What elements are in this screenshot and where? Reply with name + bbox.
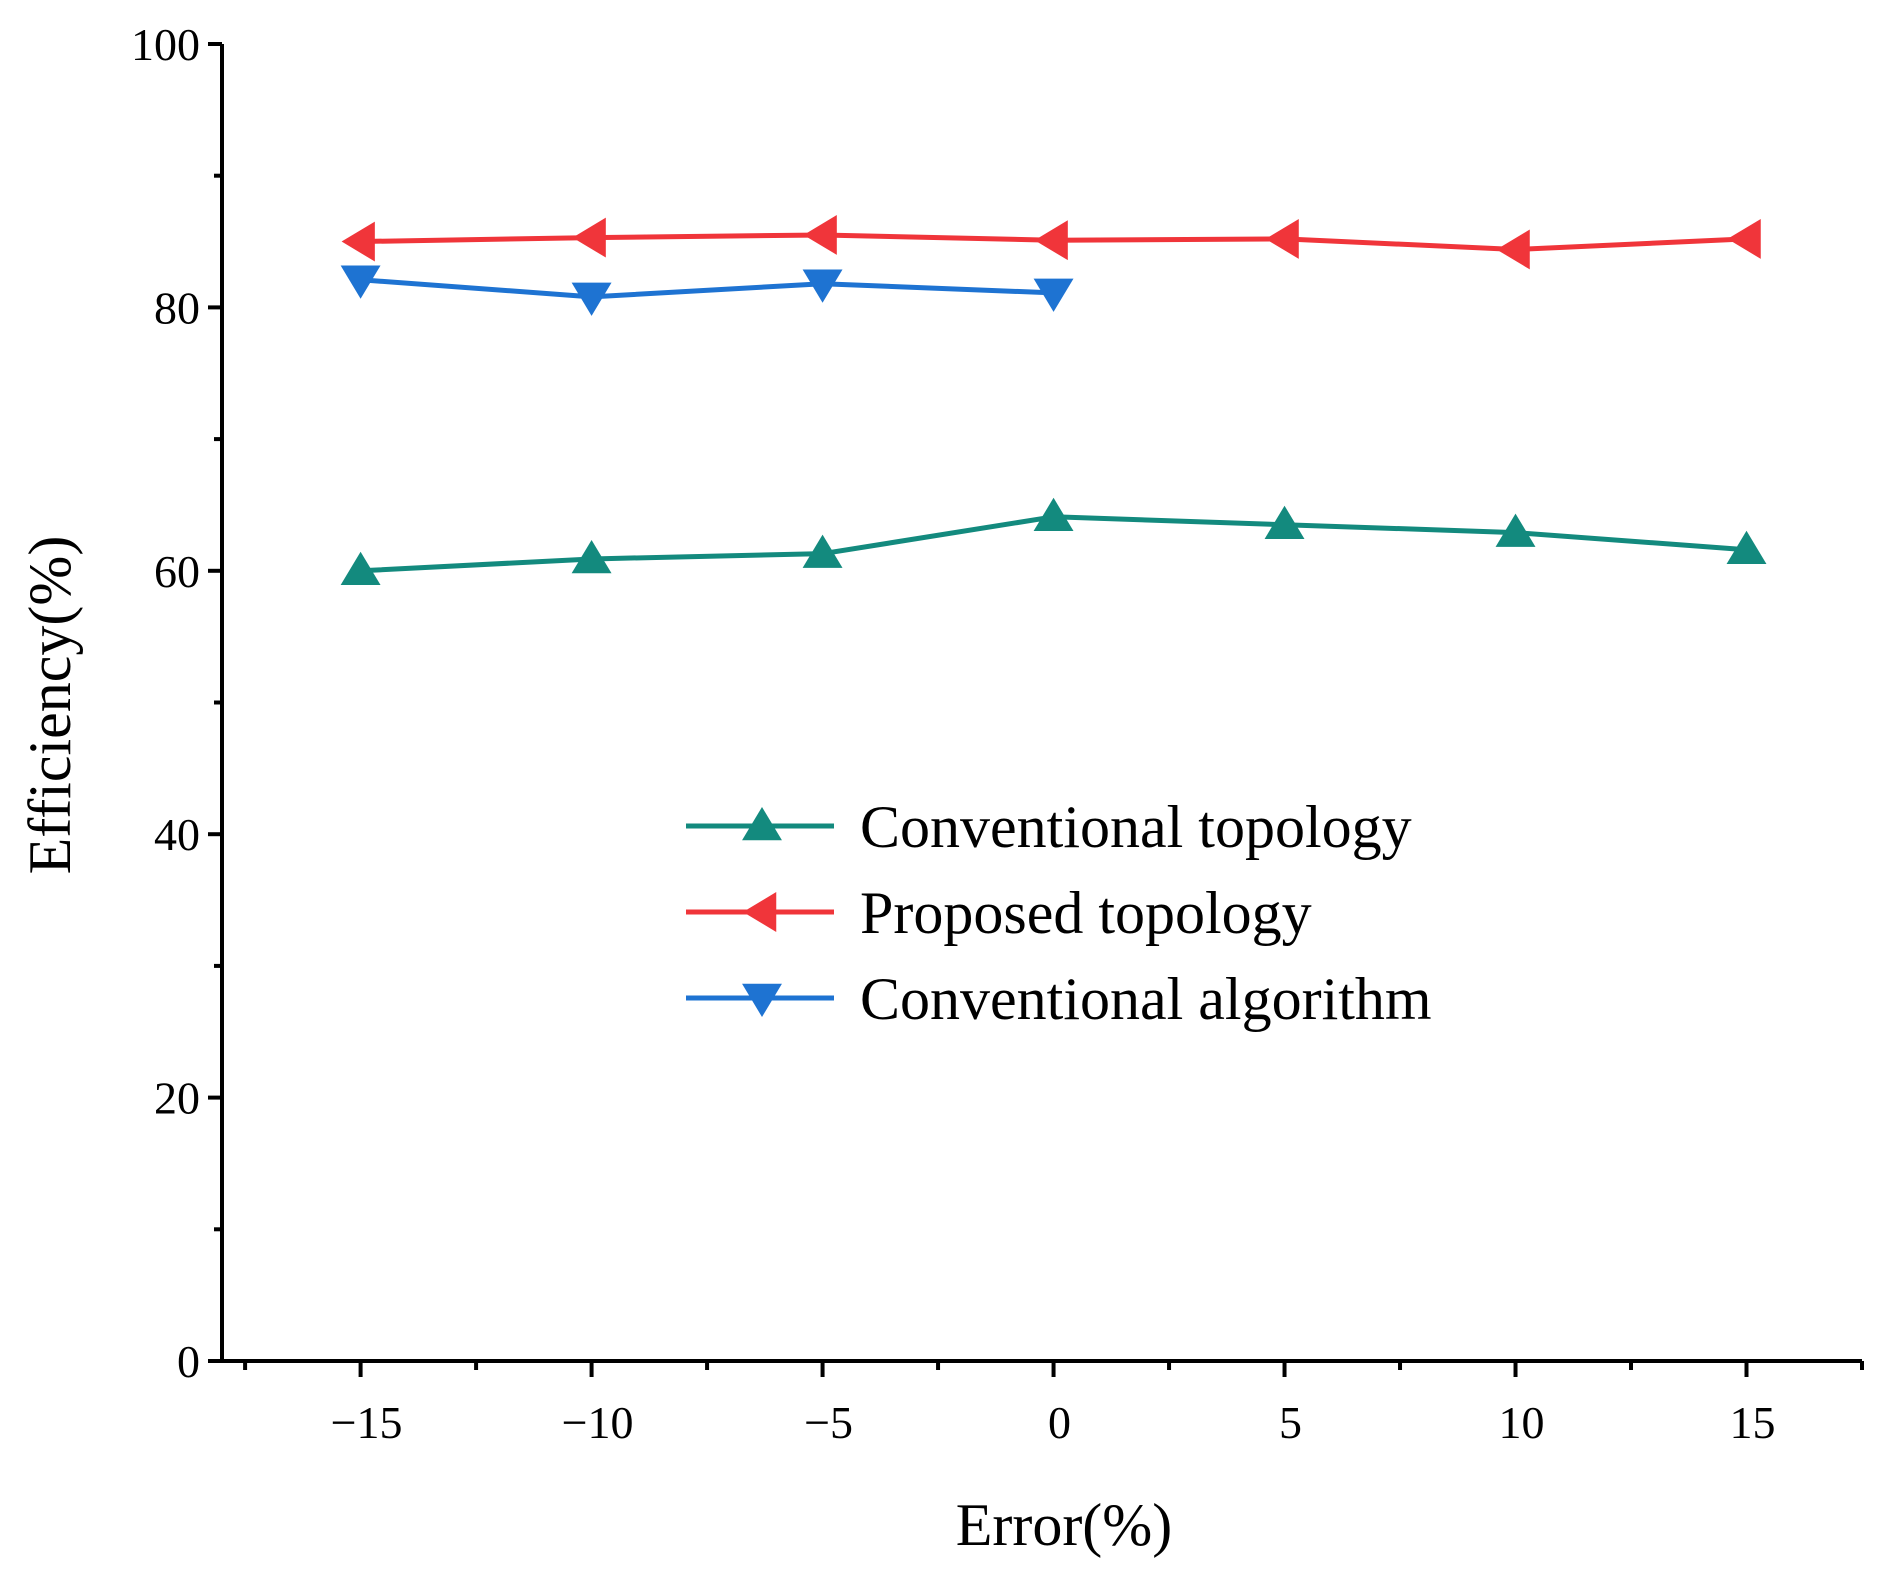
data-point-conventional-topology [340, 551, 381, 586]
plot-area: 0 20 40 60 80 100 −15 −10 −5 0 5 10 15 [131, 19, 1864, 1448]
legend-marker-proposed-topology [743, 892, 777, 932]
data-point-conventional-algorithm [571, 282, 612, 316]
y-tick-label: 100 [131, 19, 200, 70]
data-point-proposed-topology [1034, 220, 1068, 261]
series-layer [340, 215, 1767, 586]
x-tick-label: 5 [1279, 1397, 1302, 1448]
legend-label-conventional-algorithm: Conventional algorithm [860, 966, 1432, 1032]
x-axis-title: Error(%) [956, 1492, 1173, 1558]
legend-marker-conventional-algorithm [742, 983, 782, 1017]
x-tick-label: −5 [804, 1397, 853, 1448]
data-point-conventional-algorithm [1033, 278, 1074, 312]
legend: Conventional topology Proposed topology Co… [686, 794, 1432, 1032]
data-point-conventional-algorithm [802, 269, 843, 303]
x-tick-label: −15 [331, 1397, 403, 1448]
legend-label-conventional-topology: Conventional topology [860, 794, 1412, 860]
data-point-conventional-topology [1495, 513, 1536, 547]
data-point-proposed-topology [341, 221, 375, 262]
legend-label-proposed-topology: Proposed topology [860, 880, 1312, 946]
x-tick-label: 0 [1048, 1397, 1071, 1448]
x-tick-label: −10 [562, 1397, 634, 1448]
x-tick-label: 15 [1730, 1397, 1776, 1448]
data-point-conventional-topology [1264, 505, 1305, 539]
x-axis-ticks: −15 −10 −5 0 5 10 15 [243, 1361, 1864, 1448]
y-tick-label: 20 [154, 1073, 200, 1124]
y-axis-ticks: 0 20 40 60 80 100 [131, 19, 222, 1387]
y-tick-label: 80 [154, 282, 200, 333]
y-tick-label: 0 [177, 1336, 200, 1387]
data-point-proposed-topology [572, 217, 606, 258]
y-axis-title: Efficiency(%) [17, 536, 83, 875]
y-tick-label: 40 [154, 809, 200, 860]
data-point-proposed-topology [1727, 218, 1761, 259]
data-point-conventional-topology [571, 539, 612, 574]
data-point-conventional-topology [1033, 497, 1074, 532]
legend-marker-conventional-topology [742, 807, 782, 841]
series-line-conventional-algorithm [360, 277, 1054, 300]
data-point-proposed-topology [803, 215, 837, 255]
data-point-conventional-topology [1726, 530, 1767, 564]
x-tick-label: 10 [1499, 1397, 1545, 1448]
y-tick-label: 60 [154, 546, 200, 597]
data-point-conventional-topology [802, 534, 843, 568]
data-point-conventional-algorithm [340, 265, 381, 299]
data-point-proposed-topology [1265, 218, 1299, 259]
data-point-proposed-topology [1496, 229, 1530, 270]
